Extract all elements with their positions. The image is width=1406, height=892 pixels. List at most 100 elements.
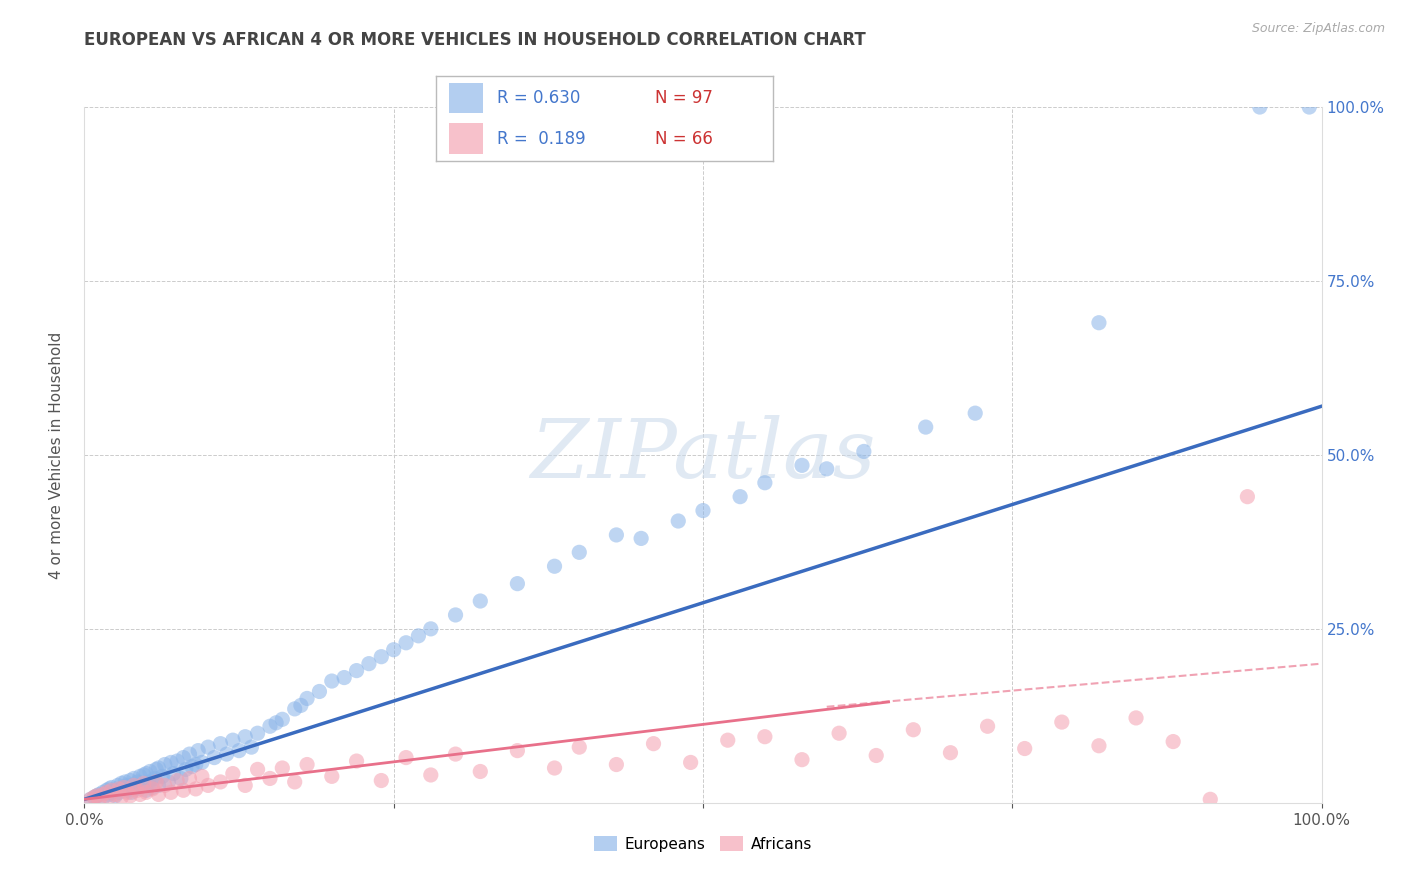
Point — [346, 664, 368, 678]
Point — [170, 772, 193, 786]
Point — [333, 671, 356, 685]
Point — [408, 629, 430, 643]
Point — [96, 783, 118, 797]
Point — [112, 780, 135, 795]
Point — [506, 744, 529, 758]
Point — [1298, 100, 1320, 114]
Point — [815, 462, 838, 476]
Point — [117, 778, 139, 792]
Point — [166, 754, 188, 768]
Point — [89, 788, 111, 802]
Point — [259, 772, 281, 786]
Point — [174, 763, 197, 777]
Point — [131, 778, 153, 792]
Point — [148, 778, 170, 792]
Point — [246, 726, 269, 740]
Point — [122, 778, 145, 792]
Point — [145, 775, 167, 789]
Point — [568, 545, 591, 559]
Point — [112, 780, 135, 795]
Y-axis label: 4 or more Vehicles in Household: 4 or more Vehicles in Household — [49, 331, 63, 579]
Point — [321, 769, 343, 783]
Point — [233, 778, 256, 792]
Point — [692, 503, 714, 517]
Point — [153, 778, 176, 792]
Point — [679, 756, 702, 770]
Point — [166, 773, 188, 788]
Point — [290, 698, 312, 713]
Point — [129, 788, 152, 802]
Point — [91, 785, 114, 799]
Point — [382, 642, 405, 657]
Point — [1199, 792, 1222, 806]
Point — [191, 756, 214, 770]
Point — [284, 702, 307, 716]
Point — [209, 775, 232, 789]
Point — [150, 769, 173, 783]
Point — [568, 740, 591, 755]
Text: Source: ZipAtlas.com: Source: ZipAtlas.com — [1251, 22, 1385, 36]
Point — [79, 792, 101, 806]
Text: R =  0.189: R = 0.189 — [496, 129, 585, 147]
Point — [184, 757, 207, 772]
Point — [117, 785, 139, 799]
Point — [120, 785, 142, 799]
Point — [83, 790, 105, 805]
Point — [357, 657, 380, 671]
Point — [1014, 741, 1036, 756]
Point — [259, 719, 281, 733]
Point — [295, 691, 318, 706]
Point — [100, 780, 122, 795]
Point — [419, 768, 441, 782]
Point — [197, 740, 219, 755]
Point — [104, 788, 127, 802]
Point — [222, 766, 245, 780]
Point — [191, 769, 214, 783]
Point — [143, 772, 166, 786]
Point — [1249, 100, 1271, 114]
Point — [96, 785, 118, 799]
Text: ZIPatlas: ZIPatlas — [530, 415, 876, 495]
Point — [120, 789, 142, 803]
Point — [110, 790, 132, 805]
Point — [240, 740, 263, 755]
Point — [395, 636, 418, 650]
Point — [939, 746, 962, 760]
Point — [903, 723, 925, 737]
Point — [141, 781, 163, 796]
Point — [470, 594, 492, 608]
Point — [132, 776, 155, 790]
Point — [1125, 711, 1147, 725]
Point — [162, 766, 184, 780]
Point — [83, 790, 105, 805]
Point — [114, 775, 136, 789]
Point — [209, 737, 232, 751]
Point — [666, 514, 689, 528]
Point — [1161, 734, 1184, 748]
Point — [543, 559, 565, 574]
Text: EUROPEAN VS AFRICAN 4 OR MORE VEHICLES IN HOUSEHOLD CORRELATION CHART: EUROPEAN VS AFRICAN 4 OR MORE VEHICLES I… — [84, 31, 866, 49]
Point — [122, 772, 145, 786]
Point — [148, 761, 170, 775]
Point — [89, 793, 111, 807]
Point — [914, 420, 936, 434]
Point — [108, 781, 131, 796]
Point — [346, 754, 368, 768]
Point — [187, 744, 209, 758]
Point — [91, 788, 114, 802]
Point — [86, 789, 108, 803]
Point — [107, 778, 129, 792]
Point — [172, 783, 194, 797]
Point — [605, 757, 627, 772]
Point — [127, 783, 149, 797]
Point — [228, 744, 250, 758]
Bar — [450, 83, 484, 113]
Point — [370, 773, 392, 788]
Point — [104, 783, 127, 797]
Point — [98, 788, 121, 802]
Point — [153, 757, 176, 772]
Point — [179, 772, 201, 786]
Point — [145, 763, 167, 777]
Point — [470, 764, 492, 779]
Point — [264, 715, 287, 730]
